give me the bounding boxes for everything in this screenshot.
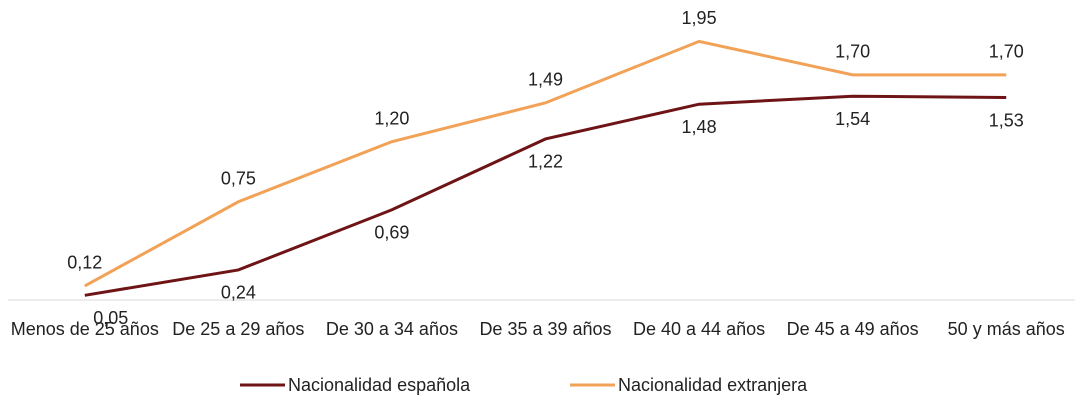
line-series	[84, 39, 1007, 288]
x-tick-label: De 25 a 29 años	[172, 319, 305, 339]
x-tick-label: De 40 a 44 años	[633, 319, 766, 339]
data-label: 1,70	[835, 42, 870, 62]
data-label: 1,54	[835, 109, 870, 129]
data-label: 1,70	[989, 42, 1024, 62]
data-label: 0,69	[374, 223, 409, 243]
data-label: 0,75	[221, 169, 256, 189]
data-label: 0,12	[67, 253, 102, 273]
legend-label: Nacionalidad española	[288, 375, 471, 395]
data-label: 1,49	[528, 70, 563, 90]
x-tick-label: 50 y más años	[947, 319, 1065, 339]
data-label: 1,20	[374, 108, 409, 128]
x-tick-label: De 45 a 49 años	[786, 319, 919, 339]
data-label: 1,53	[989, 110, 1024, 130]
data-label: 1,48	[682, 117, 717, 137]
x-tick-label: De 30 a 34 años	[325, 319, 458, 339]
data-label: 1,22	[528, 152, 563, 172]
x-tick-label: Menos de 25 años	[10, 319, 159, 339]
line-series	[84, 94, 1007, 297]
data-label: 0,24	[221, 283, 256, 303]
data-label: 0,05	[93, 308, 128, 328]
legend-label: Nacionalidad extranjera	[618, 375, 808, 395]
data-label: 1,95	[682, 8, 717, 28]
x-tick-label: De 35 a 39 años	[479, 319, 612, 339]
